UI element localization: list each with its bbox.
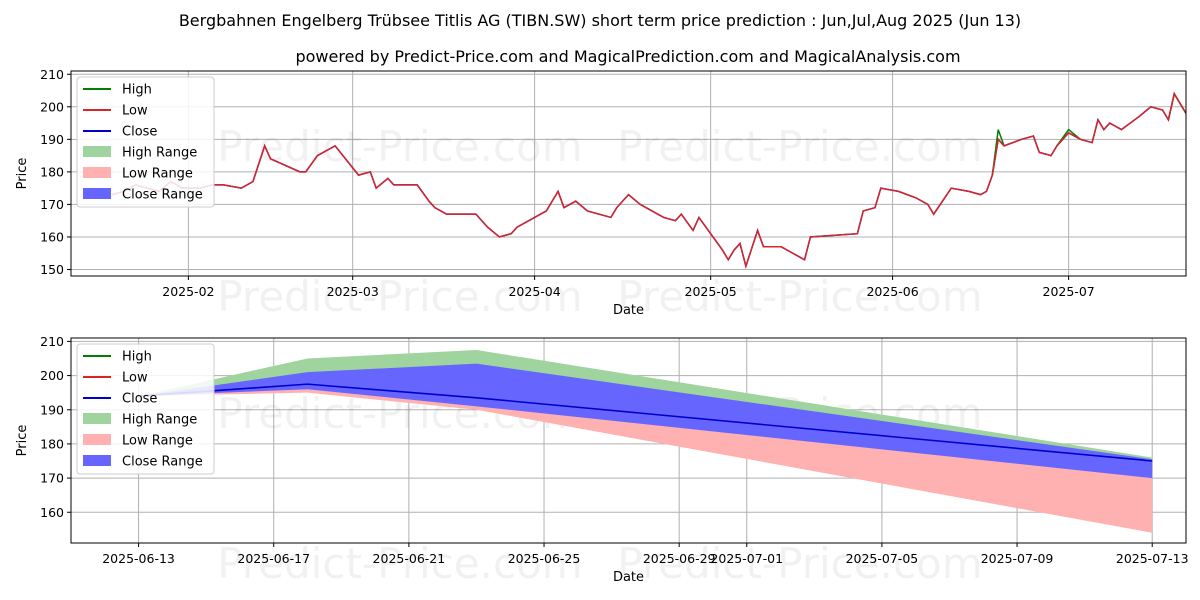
y-tick-label: 170	[40, 197, 64, 212]
y-tick-label: 170	[40, 471, 64, 486]
y-axis-label: Price	[15, 425, 30, 457]
watermark: Predict-Price.com	[617, 122, 982, 171]
legend-label: Close	[122, 125, 157, 140]
watermark: Predict-Price.com	[617, 272, 982, 321]
x-axis-label: Date	[613, 570, 644, 585]
high-history-line	[1185, 112, 1186, 114]
legend-label: High	[122, 83, 152, 98]
legend-label: Low Range	[122, 167, 193, 182]
watermark: Predict-Price.com	[217, 122, 582, 171]
legend-label: High Range	[122, 413, 197, 428]
legend: High Low Close High Range Low Range Close Ran…	[76, 76, 215, 208]
x-tick-label: 2025-02	[162, 284, 214, 299]
panel-2: 2025-06-13 2025-06-17 2025-06-21 2025-06-25…	[15, 334, 1189, 588]
y-tick-label: 160	[40, 505, 64, 520]
panel-1: 2025-02 2025-03 2025-04 2025-05 2025-06 2025-…	[15, 67, 1187, 321]
legend-label: Close Range	[122, 188, 203, 203]
x-tick-label: 2025-04	[508, 284, 560, 299]
y-tick-label: 180	[40, 164, 64, 179]
close-history-line	[111, 91, 1186, 269]
legend-label: Close Range	[122, 455, 203, 470]
x-tick-label: 2025-06-13	[102, 551, 175, 566]
legend-label: High	[122, 350, 152, 365]
legend-label: Close	[122, 392, 157, 407]
y-tick-label: 160	[40, 229, 64, 244]
axes-frame	[70, 337, 1187, 544]
plot-area	[138, 349, 1153, 533]
y-tick-label: 210	[40, 334, 64, 349]
legend-box	[76, 343, 215, 475]
y-tick-label: 200	[40, 99, 64, 114]
watermark: Predict-Price.com	[617, 539, 982, 588]
y-tick-label: 200	[40, 368, 64, 383]
watermark: Predict-Price.com	[217, 272, 582, 321]
legend-swatch-close-range	[83, 188, 111, 199]
low-history-line	[111, 91, 1186, 269]
x-tick-label: 2025-05	[685, 284, 737, 299]
chart-subtitle: powered by Predict-Price.com and Magical…	[295, 47, 960, 66]
legend-swatch-low-range	[83, 434, 111, 445]
legend-label: High Range	[122, 146, 197, 161]
x-tick-label: 2025-07-05	[846, 551, 919, 566]
legend-swatch-high-range	[83, 413, 111, 424]
x-tick-label: 2025-06-29	[643, 551, 716, 566]
x-tick-label: 2025-07-13	[1116, 551, 1189, 566]
x-tick-label: 2025-07	[1043, 284, 1095, 299]
y-tick-label: 190	[40, 402, 64, 417]
x-tick-label: 2025-03	[327, 284, 379, 299]
y-tick-label: 180	[40, 436, 64, 451]
x-axis-label: Date	[613, 303, 644, 318]
x-tick-label: 2025-07-09	[981, 551, 1054, 566]
legend-box	[76, 76, 215, 208]
y-tick-label: 150	[40, 262, 64, 277]
close-forecast-line	[138, 383, 1153, 462]
close-range-band	[138, 363, 1153, 479]
y-tick-label: 210	[40, 67, 64, 82]
plot-area	[111, 91, 1186, 269]
legend-label: Low	[122, 371, 148, 386]
chart-title: Bergbahnen Engelberg Trübsee Titlis AG (…	[179, 11, 1021, 30]
legend-label: Low Range	[122, 434, 193, 449]
legend-swatch-high-range	[83, 146, 111, 157]
legend-swatch-low-range	[83, 167, 111, 178]
legend-swatch-close-range	[83, 455, 111, 466]
axes-frame	[70, 70, 1187, 277]
legend-label: Low	[122, 104, 148, 119]
x-tick-label: 2025-07-01	[710, 551, 783, 566]
x-tick-label: 2025-06-25	[508, 551, 581, 566]
legend: High Low Close High Range Low Range Close Ran…	[76, 343, 215, 475]
y-tick-label: 190	[40, 132, 64, 147]
x-tick-label: 2025-06-17	[237, 551, 310, 566]
x-tick-label: 2025-06	[866, 284, 918, 299]
watermark: Predict-Price.com	[217, 539, 582, 588]
x-tick-label: 2025-06-21	[373, 551, 446, 566]
y-axis-label: Price	[15, 158, 30, 190]
